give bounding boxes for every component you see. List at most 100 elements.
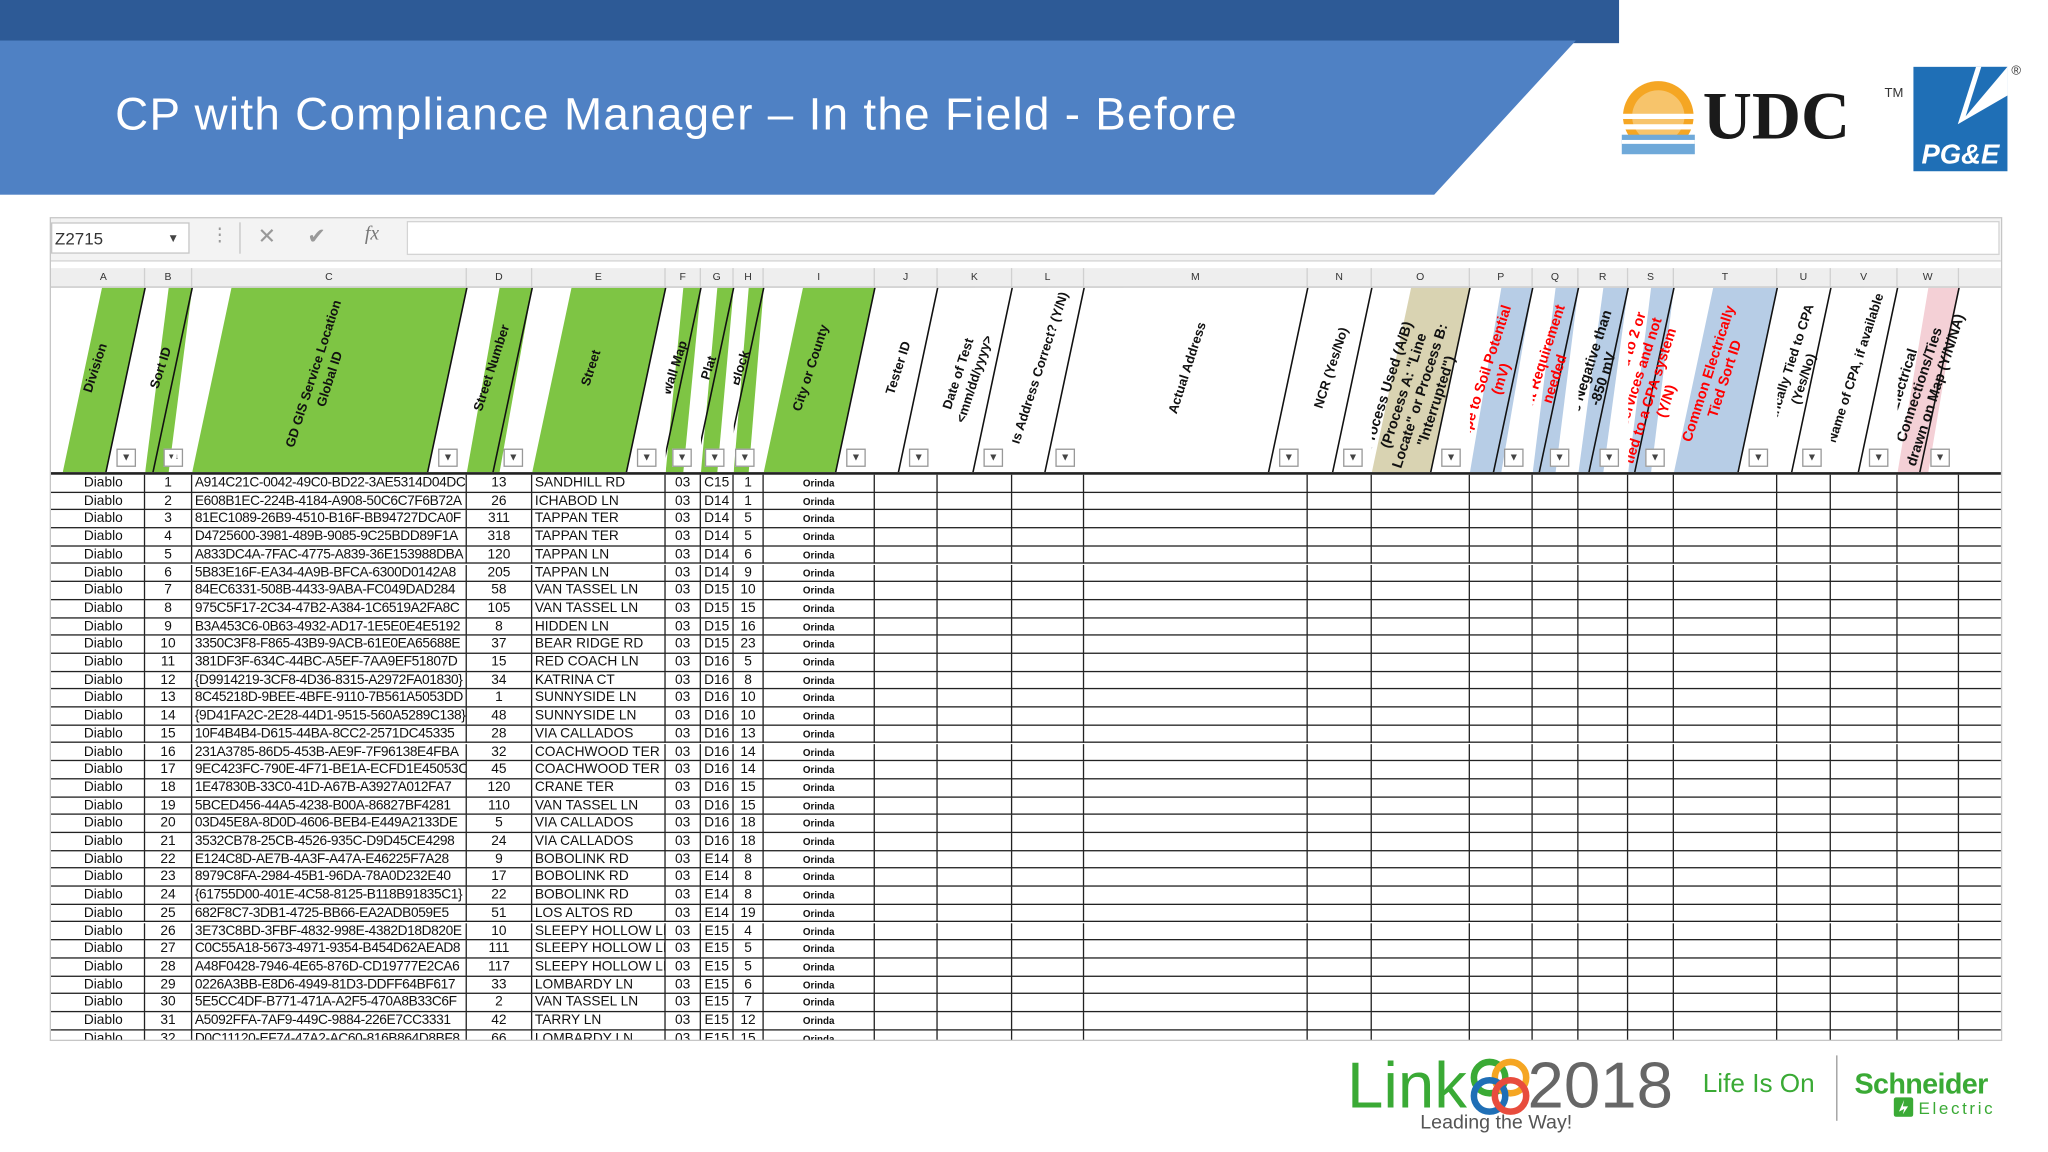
cell-empty[interactable]: [1084, 546, 1308, 565]
cell-empty[interactable]: [1372, 725, 1470, 744]
cell-empty[interactable]: [875, 797, 938, 816]
cell-wall[interactable]: 03: [666, 600, 701, 619]
cell-num[interactable]: 120: [467, 546, 533, 565]
cell-empty[interactable]: [1308, 528, 1372, 547]
column-letter-j[interactable]: J: [875, 268, 938, 287]
cell-division[interactable]: Diablo: [63, 940, 146, 959]
chevron-down-icon[interactable]: ▼: [167, 231, 180, 245]
cell-empty[interactable]: [1898, 492, 1960, 511]
cell-plat[interactable]: C15: [701, 474, 734, 493]
cell-wall[interactable]: 03: [666, 1012, 701, 1031]
cell-empty[interactable]: [1579, 671, 1629, 690]
cell-sort-id[interactable]: 1: [145, 474, 193, 493]
table-row[interactable]: Diablo 9 B3A453C6-0B63-4932-AD17-1E5E0E4E5…: [51, 618, 2001, 636]
column-header-m[interactable]: Actual Address: [1084, 287, 1347, 473]
cell-city[interactable]: Orinda: [764, 815, 875, 834]
column-header-c[interactable]: GD GIS Service Location Global ID: [192, 287, 506, 473]
cell-block[interactable]: 19: [734, 904, 764, 923]
cell-empty[interactable]: [1308, 743, 1372, 762]
cell-gid[interactable]: 8C45218D-9BEE-4BFE-9110-7B561A5053DD: [192, 689, 467, 708]
cell-empty[interactable]: [1674, 761, 1778, 780]
cell-empty[interactable]: [938, 958, 1013, 977]
cell-num[interactable]: 22: [467, 886, 533, 905]
cell-plat[interactable]: E15: [701, 922, 734, 941]
cell-empty[interactable]: [1084, 886, 1308, 905]
cell-gid[interactable]: A833DC4A-7FAC-4775-A839-36E153988DBA: [192, 546, 467, 565]
cell-empty[interactable]: [1012, 922, 1085, 941]
cell-empty[interactable]: [938, 904, 1013, 923]
cell-empty[interactable]: [1831, 725, 1898, 744]
cell-empty[interactable]: [1308, 904, 1372, 923]
cell-block[interactable]: 1: [734, 492, 764, 511]
cell-num[interactable]: 1: [467, 689, 533, 708]
cell-empty[interactable]: [1579, 492, 1629, 511]
column-letter-r[interactable]: R: [1579, 268, 1629, 287]
cell-empty[interactable]: [1308, 940, 1372, 959]
cell-block[interactable]: 23: [734, 635, 764, 654]
cell-empty[interactable]: [1470, 994, 1533, 1013]
cell-empty[interactable]: [1533, 510, 1579, 529]
cell-empty[interactable]: [1898, 564, 1960, 583]
cell-empty[interactable]: [938, 528, 1013, 547]
cell-empty[interactable]: [875, 546, 938, 565]
cell-block[interactable]: 14: [734, 743, 764, 762]
table-row[interactable]: Diablo 27 C0C55A18-5673-4971-9354-B454D62A…: [51, 940, 2001, 959]
cell-empty[interactable]: [875, 868, 938, 887]
cell-num[interactable]: 9: [467, 850, 533, 869]
filter-dropdown-icon[interactable]: ▼: [1868, 448, 1889, 467]
cell-empty[interactable]: [1372, 474, 1470, 493]
cell-empty[interactable]: [1533, 833, 1579, 851]
cell-block[interactable]: 5: [734, 940, 764, 959]
cell-empty[interactable]: [1674, 743, 1778, 762]
cell-empty[interactable]: [1831, 564, 1898, 583]
cell-empty[interactable]: [1831, 1030, 1898, 1040]
cell-block[interactable]: 10: [734, 707, 764, 726]
cell-sort-id[interactable]: 31: [145, 1012, 193, 1031]
cell-sort-id[interactable]: 25: [145, 904, 193, 923]
filter-dropdown-icon[interactable]: ▼: [1549, 448, 1570, 467]
cell-street[interactable]: ICHABOD LN: [532, 492, 666, 511]
cell-empty[interactable]: [1084, 761, 1308, 780]
cell-wall[interactable]: 03: [666, 850, 701, 869]
cell-empty[interactable]: [1674, 833, 1778, 851]
filter-dropdown-icon[interactable]: ▼: [1645, 448, 1665, 467]
cell-gid[interactable]: 10F4B4B4-D615-44BA-8CC2-2571DC45335: [192, 725, 467, 744]
cell-empty[interactable]: [1628, 635, 1674, 654]
cell-gid[interactable]: 975C5F17-2C34-47B2-A384-1C6519A2FA8C: [192, 600, 467, 619]
column-header-l[interactable]: Is Address Correct? (Y/N): [1012, 287, 1123, 473]
cell-empty[interactable]: [1777, 958, 1831, 977]
cell-street[interactable]: VAN TASSEL LN: [532, 797, 666, 816]
cell-empty[interactable]: [1674, 779, 1778, 798]
cell-empty[interactable]: [1084, 940, 1308, 959]
cell-empty[interactable]: [1674, 1030, 1778, 1040]
cell-empty[interactable]: [875, 635, 938, 654]
cell-empty[interactable]: [1777, 671, 1831, 690]
column-header-r[interactable]: More Negative than -850 mV: [1578, 287, 1668, 473]
table-row[interactable]: Diablo 8 975C5F17-2C34-47B2-A384-1C6519A2F…: [51, 600, 2001, 619]
cell-empty[interactable]: [1674, 492, 1778, 511]
cell-empty[interactable]: [938, 689, 1013, 708]
cell-empty[interactable]: [1372, 618, 1470, 636]
cell-wall[interactable]: 03: [666, 635, 701, 654]
cell-empty[interactable]: [875, 940, 938, 959]
table-row[interactable]: Diablo 14 {9D41FA2C-2E28-44D1-9515-560A528…: [51, 707, 2001, 726]
cell-city[interactable]: Orinda: [764, 725, 875, 744]
cell-empty[interactable]: [1012, 618, 1085, 636]
cell-empty[interactable]: [1012, 528, 1085, 547]
cell-empty[interactable]: [1628, 904, 1674, 923]
cell-empty[interactable]: [1012, 510, 1085, 529]
cell-empty[interactable]: [1012, 1012, 1085, 1031]
cell-empty[interactable]: [1831, 618, 1898, 636]
cell-empty[interactable]: [1012, 564, 1085, 583]
cell-empty[interactable]: [1898, 833, 1960, 851]
cell-division[interactable]: Diablo: [63, 868, 146, 887]
cell-empty[interactable]: [1777, 797, 1831, 816]
cell-empty[interactable]: [1084, 958, 1308, 977]
cell-street[interactable]: RED COACH LN: [532, 653, 666, 672]
cell-num[interactable]: 13: [467, 474, 533, 493]
cell-empty[interactable]: [1470, 868, 1533, 887]
cell-division[interactable]: Diablo: [63, 976, 146, 995]
cell-gid[interactable]: 8979C8FA-2984-45B1-96DA-78A0D232E40: [192, 868, 467, 887]
cell-empty[interactable]: [1533, 868, 1579, 887]
filter-dropdown-icon[interactable]: ▼: [1748, 448, 1769, 467]
